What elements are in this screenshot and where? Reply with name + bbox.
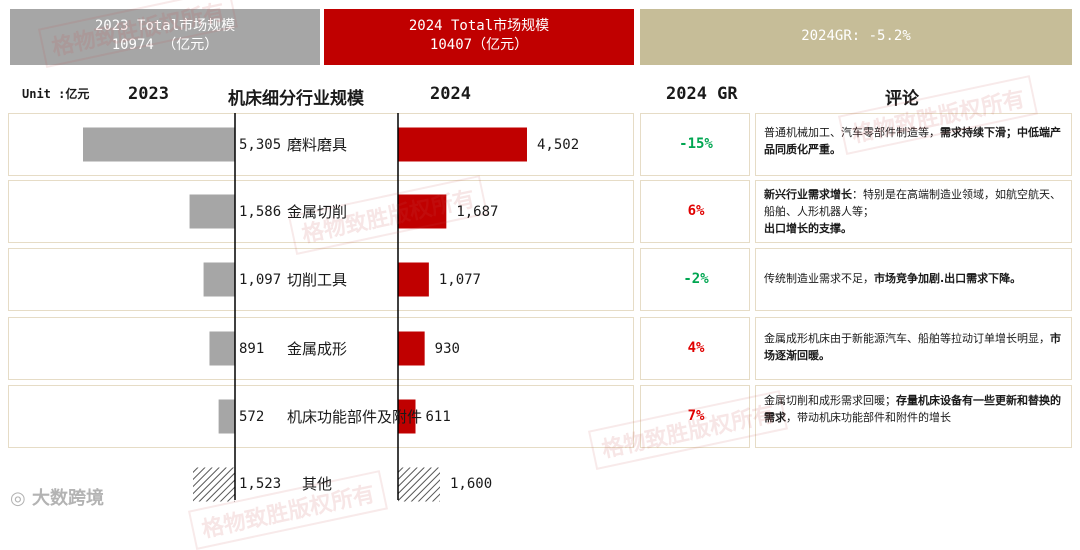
col-head-gr: 2024 GR xyxy=(666,84,738,104)
total-2024-box: 2024 Total市场规模 10407（亿元） xyxy=(324,9,634,65)
col-head-2024: 2024 xyxy=(430,84,471,104)
value-label-2024: 1,687 xyxy=(456,203,499,220)
row-frame-chart xyxy=(8,248,634,311)
total-2023-value: 10974 （亿元） xyxy=(111,37,219,53)
bar-2024 xyxy=(398,331,425,366)
comment-text: 金属成形机床由于新能源汽车、船舶等拉动订单增长明显， xyxy=(764,332,1050,345)
brand-logo: ◎ 大数跨境 xyxy=(10,484,104,510)
bar-2024 xyxy=(398,399,416,434)
category-label: 金属成形 xyxy=(287,339,348,358)
growth-rate: 7% xyxy=(687,407,705,424)
total-2024-value: 10407（亿元） xyxy=(429,37,529,53)
segment-bar-chart xyxy=(83,113,527,502)
row-frame-growth xyxy=(640,180,750,243)
row-frame-chart xyxy=(8,385,634,448)
row-frame-growth xyxy=(640,317,750,380)
total-2024-title: 2024 Total市场规模 xyxy=(408,18,550,34)
bar-2023 xyxy=(218,399,235,434)
row-frame-comment xyxy=(755,385,1072,448)
category-label: 切削工具 xyxy=(287,270,348,289)
category-label: 金属切削 xyxy=(287,202,348,221)
comment-highlight: 存量机床设备有一些更新和替换的需求 xyxy=(764,394,1061,424)
growth-box: 2024GR: -5.2% xyxy=(640,9,1072,65)
unit-label: Unit :亿元 xyxy=(22,87,90,101)
col-head-comment: 评论 xyxy=(885,89,919,109)
row-frame-comment xyxy=(755,248,1072,311)
value-label-2023: 5,305 xyxy=(239,136,282,153)
total-2023-box: 2023 Total市场规模 10974 （亿元） xyxy=(10,9,320,65)
bar-2023 xyxy=(83,127,235,162)
comment-highlight: 新兴行业需求增长 xyxy=(764,188,852,201)
growth-rate: -2% xyxy=(683,270,709,287)
growth-rate: 6% xyxy=(687,202,705,219)
row-frame-chart xyxy=(8,180,634,243)
comment-text: ：特别是在高端制造业领域，如航空航天、船舶、人形机器人等； xyxy=(764,188,1061,218)
row-frame-growth xyxy=(640,385,750,448)
value-label-2023: 1,523 xyxy=(239,475,282,492)
bar-2023 xyxy=(189,194,235,229)
segment-comment: 金属成形机床由于新能源汽车、船舶等拉动订单增长明显，市场逐渐回暖。 xyxy=(764,330,1064,364)
segment-comment: 普通机械加工、汽车零部件制造等，需求持续下滑；中低端产品同质化严重。 xyxy=(764,124,1064,158)
comment-text: 普通机械加工、汽车零部件制造等， xyxy=(764,126,940,139)
bar-2023 xyxy=(203,262,235,297)
col-head-segment: 机床细分行业规模 xyxy=(228,89,364,109)
comment-text: 金属切削和成形需求回暖； xyxy=(764,394,896,407)
row-frame-comment xyxy=(755,180,1072,243)
value-label-2024: 4,502 xyxy=(536,136,580,153)
value-label-2023: 572 xyxy=(239,408,265,425)
value-label-2024: 1,600 xyxy=(450,475,493,492)
row-frame-chart xyxy=(8,317,634,380)
category-label: 机床功能部件及附件 xyxy=(287,407,423,426)
category-label: 磨料磨具 xyxy=(287,135,348,154)
bar-2024 xyxy=(398,467,440,502)
logo-text: 大数跨境 xyxy=(32,488,104,509)
bar-2024 xyxy=(398,262,429,297)
comment-highlight: 出口增长的支撑。 xyxy=(764,222,852,235)
row-frame-comment xyxy=(755,113,1072,176)
value-label-2023: 891 xyxy=(239,340,265,357)
value-label-2023: 1,586 xyxy=(239,203,282,220)
row-frame-growth xyxy=(640,248,750,311)
value-label-2024: 930 xyxy=(434,340,460,357)
col-head-2023: 2023 xyxy=(128,84,169,104)
row-frame-chart xyxy=(8,113,634,176)
segment-comment: 金属切削和成形需求回暖；存量机床设备有一些更新和替换的需求，带动机床功能部件和附… xyxy=(764,392,1064,426)
comment-text: 传统制造业需求不足， xyxy=(764,272,874,285)
comment-text: ，带动机床功能部件和附件的增长 xyxy=(786,411,951,424)
row-frame-growth xyxy=(640,113,750,176)
segment-comment: 新兴行业需求增长：特别是在高端制造业领域，如航空航天、船舶、人形机器人等； 出口增… xyxy=(764,186,1064,237)
growth-rate: -15% xyxy=(679,135,713,152)
value-label-2024: 1,077 xyxy=(438,271,481,288)
row-frame-comment xyxy=(755,317,1072,380)
category-label: 其他 xyxy=(302,474,333,493)
logo-icon: ◎ xyxy=(10,488,26,509)
bar-2024 xyxy=(398,127,527,162)
bar-2023 xyxy=(193,467,235,502)
bar-2023 xyxy=(209,331,235,366)
growth-value: 2024GR: -5.2% xyxy=(801,28,911,44)
segment-comment: 传统制造业需求不足，市场竞争加剧.出口需求下降。 xyxy=(764,270,1064,287)
comment-highlight: 市场逐渐回暖。 xyxy=(764,332,1061,362)
total-2023-title: 2023 Total市场规模 xyxy=(94,18,236,34)
value-label-2023: 1,097 xyxy=(239,271,282,288)
bar-2024 xyxy=(398,194,447,229)
comment-highlight: 需求持续下滑；中低端产品同质化严重。 xyxy=(764,126,1061,156)
growth-rate: 4% xyxy=(687,339,705,356)
value-label-2024: 611 xyxy=(425,408,451,425)
comment-highlight: 市场竞争加剧.出口需求下降。 xyxy=(874,272,1022,285)
